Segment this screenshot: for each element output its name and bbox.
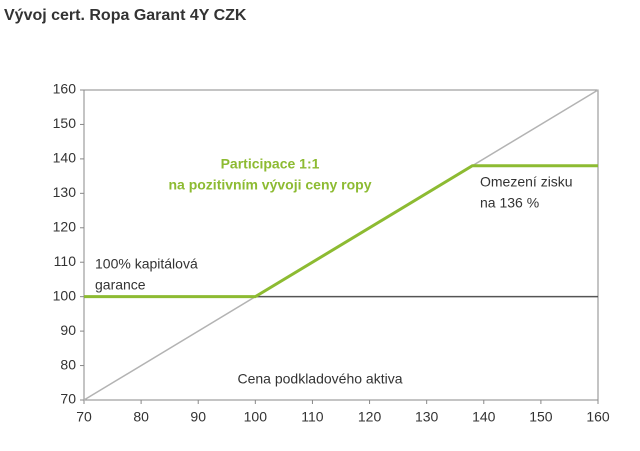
- y-tick-label: 80: [60, 356, 76, 372]
- x-tick-label: 120: [358, 409, 382, 425]
- x-tick-label: 140: [472, 409, 496, 425]
- y-tick-label: 90: [60, 322, 76, 338]
- y-tick-label: 120: [53, 218, 77, 234]
- y-tick-label: 110: [54, 253, 77, 269]
- x-tick-label: 130: [415, 409, 439, 425]
- x-tick-label: 160: [586, 409, 610, 425]
- series-line: [84, 164, 598, 299]
- x-tick-label: 70: [76, 409, 92, 425]
- annotation: Cena podkladového aktiva: [237, 371, 402, 387]
- y-tick-label: 70: [60, 391, 76, 407]
- x-tick-label: 150: [529, 409, 553, 425]
- y-tick-label: 130: [53, 184, 77, 200]
- annotation: na pozitivním vývoji ceny ropy: [168, 177, 371, 193]
- annotation: na 136 %: [480, 195, 539, 211]
- plot-frame: [83, 89, 599, 401]
- annotation: Participace 1:1: [221, 156, 320, 172]
- y-tick-label: 160: [53, 81, 77, 97]
- y-tick-label: 140: [53, 150, 77, 166]
- x-tick-label: 110: [301, 409, 324, 425]
- y-tick-label: 150: [53, 115, 77, 131]
- annotation: 100% kapitálová: [95, 256, 198, 272]
- annotation: Omezení zisku: [480, 174, 573, 190]
- x-tick-label: 100: [244, 409, 268, 425]
- x-tick-label: 90: [190, 409, 206, 425]
- annotation: garance: [95, 277, 146, 293]
- x-tick-label: 80: [133, 409, 149, 425]
- y-tick-label: 100: [53, 287, 77, 303]
- chart-title: Vývoj cert. Ropa Garant 4Y CZK: [4, 7, 247, 24]
